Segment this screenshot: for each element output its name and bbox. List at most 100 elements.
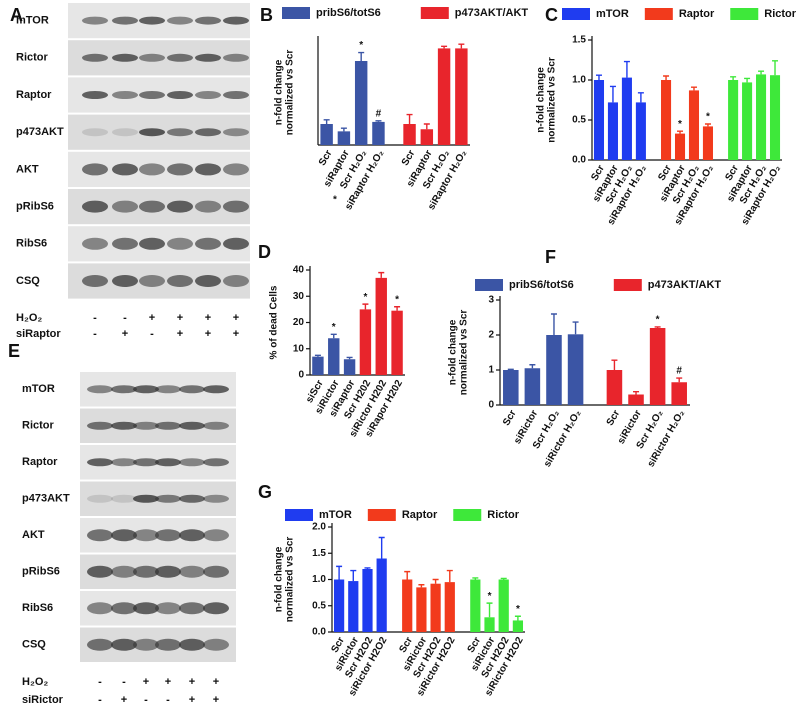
y-tick-label: 0.5 — [572, 115, 586, 126]
y-tick-label: 2.0 — [312, 522, 326, 533]
legend-label: Raptor — [679, 8, 715, 20]
bar — [354, 61, 368, 145]
blot-band — [195, 237, 221, 250]
significance-marker: * — [363, 292, 367, 303]
blot-band — [82, 91, 108, 99]
treatment-mark: - — [98, 694, 102, 706]
bar — [403, 124, 416, 145]
treatment-mark: + — [233, 328, 239, 340]
bar — [661, 80, 672, 160]
bar — [671, 382, 687, 405]
blot-label: p473AKT — [22, 493, 70, 505]
bar — [437, 48, 451, 145]
treatment-mark: + — [149, 312, 155, 324]
bar — [328, 338, 340, 375]
error-bar — [623, 60, 630, 78]
error-bar — [418, 584, 425, 588]
legend-label: p473AKT/AKT — [455, 7, 529, 19]
error-bar — [472, 577, 479, 580]
blot-band — [111, 638, 137, 651]
y-axis-label: n-fold change — [274, 546, 285, 612]
error-bar — [609, 85, 616, 103]
blot-band — [139, 275, 165, 287]
blot-band — [167, 53, 193, 62]
blot-band — [195, 53, 221, 62]
blot-band — [203, 638, 229, 651]
error-bar — [330, 333, 337, 339]
significance-marker: * — [706, 112, 710, 123]
error-bar — [595, 74, 602, 80]
bar — [674, 133, 686, 160]
blot-band — [203, 458, 229, 467]
significance-marker: * — [395, 294, 399, 305]
blot-label: p473AKT — [16, 126, 64, 138]
blot-band — [195, 200, 221, 213]
blot-band — [223, 16, 249, 25]
bar — [320, 124, 333, 145]
treatment-mark: - — [150, 328, 154, 340]
error-bar — [550, 313, 557, 335]
bar — [649, 328, 666, 405]
bar — [362, 569, 373, 632]
blot-band — [139, 200, 165, 213]
panel-letter: A — [10, 5, 23, 25]
bar — [430, 583, 441, 632]
blot-band — [179, 565, 205, 578]
blot-band — [139, 163, 165, 176]
treatment-label: siRictor — [22, 694, 64, 706]
blot-band — [111, 529, 137, 542]
y-tick-label: 3 — [488, 295, 494, 306]
bar — [498, 579, 509, 632]
blot-band — [203, 529, 229, 542]
treatment-mark: - — [98, 676, 102, 688]
blot-band — [111, 421, 137, 430]
y-tick-label: 0 — [488, 400, 494, 411]
blot-band — [155, 602, 181, 615]
bar — [375, 277, 387, 375]
error-bar — [611, 359, 618, 370]
y-tick-label: 1.5 — [572, 35, 586, 46]
panel-letter: B — [260, 5, 273, 25]
error-bar — [507, 368, 514, 370]
error-bar — [758, 70, 765, 75]
bar — [455, 48, 468, 145]
error-bar — [364, 567, 371, 569]
bar — [416, 587, 427, 632]
error-bar — [346, 356, 353, 360]
y-tick-label: 0.0 — [312, 627, 326, 638]
blot-band — [133, 385, 159, 394]
blot-band — [195, 128, 221, 137]
blot-band — [155, 494, 181, 503]
bar — [512, 620, 524, 632]
error-bar — [663, 75, 670, 80]
blot-band — [112, 128, 138, 137]
bar — [769, 75, 781, 160]
significance-marker: * — [359, 40, 363, 51]
y-tick-label: 30 — [293, 291, 305, 302]
blot-band — [82, 237, 108, 250]
blot-band — [155, 529, 181, 542]
bar — [756, 74, 767, 160]
legend-swatch — [562, 8, 590, 20]
blot-band — [112, 237, 138, 250]
blot-band — [195, 163, 221, 176]
blot-label: pRibS6 — [22, 566, 60, 578]
significance-marker: * — [678, 119, 682, 130]
error-bar — [514, 615, 521, 621]
blot-label: CSQ — [22, 639, 46, 651]
legend-swatch — [730, 8, 759, 20]
blot-band — [179, 638, 205, 651]
blot-band — [179, 385, 205, 394]
blot-band — [167, 275, 193, 287]
blot-label: mTOR — [16, 15, 49, 27]
blot-label: Rictor — [16, 52, 49, 64]
blot-band — [87, 494, 113, 503]
blot-band — [223, 237, 249, 250]
panel-letter: F — [545, 247, 556, 267]
blot-band — [139, 91, 165, 99]
blot-band — [203, 602, 229, 615]
error-bar — [358, 51, 365, 61]
blot-band — [203, 421, 229, 430]
y-tick-label: 2 — [488, 330, 494, 341]
